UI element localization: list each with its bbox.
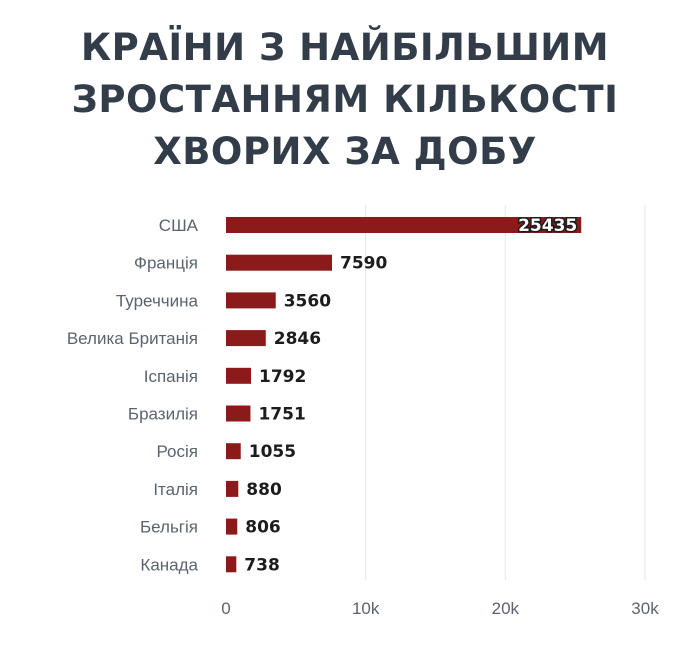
bar	[226, 367, 252, 384]
x-tick-label: 20k	[492, 599, 520, 618]
bar	[226, 518, 238, 535]
category-label: Росія	[156, 442, 198, 461]
value-label: 25435	[518, 216, 577, 236]
value-label: 2846	[274, 329, 321, 349]
value-label: 1055	[249, 442, 296, 462]
bar	[226, 443, 241, 460]
category-label: Бразилія	[128, 405, 198, 424]
bar	[226, 292, 276, 309]
category-labels: США Франція Туреччина Велика Британія Іспані…	[67, 216, 199, 574]
category-label: Італія	[153, 480, 198, 499]
category-label: Велика Британія	[67, 329, 198, 348]
category-label: Канада	[140, 555, 198, 574]
title-line-1: КРАЇНИ З НАЙБІЛЬШИМ	[80, 26, 610, 69]
x-tick-label: 10k	[352, 599, 380, 618]
value-label: 1792	[259, 367, 306, 387]
value-labels: 25435 7590 3560 2846 1792 1751 1055 880 806 738	[244, 215, 578, 576]
value-label: 806	[245, 518, 281, 538]
chart-title: КРАЇНИ З НАЙБІЛЬШИМ ЗРОСТАННЯМ КІЛЬКОСТІ…	[0, 22, 690, 178]
category-label: Іспанія	[144, 367, 198, 386]
x-tick-label: 0	[221, 599, 230, 618]
bar	[226, 330, 266, 347]
title-line-3: ХВОРИХ ЗА ДОБУ	[153, 130, 537, 173]
bars	[226, 217, 582, 573]
title-line-2: ЗРОСТАННЯМ КІЛЬКОСТІ	[71, 78, 619, 121]
category-label: Франція	[134, 254, 198, 273]
bar	[226, 217, 582, 233]
bar	[226, 480, 239, 497]
value-label: 1751	[258, 405, 305, 425]
value-label: 3560	[284, 291, 331, 311]
grid-lines	[365, 205, 646, 580]
bar	[226, 405, 251, 422]
x-axis-tick-labels: 0 10k 20k 30k	[221, 599, 659, 618]
value-label: 880	[246, 480, 282, 500]
value-label: 738	[244, 555, 280, 575]
category-label: Бельгія	[140, 518, 198, 537]
category-label: Туреччина	[116, 291, 199, 310]
x-tick-label: 30k	[631, 599, 659, 618]
bar	[226, 556, 237, 573]
category-label: США	[159, 216, 199, 235]
value-label: 7590	[340, 254, 387, 274]
bar	[226, 254, 333, 271]
